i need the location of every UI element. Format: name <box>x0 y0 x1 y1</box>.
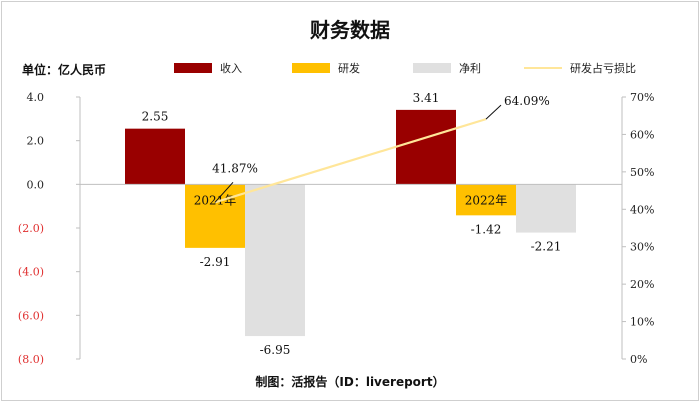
y-tick-label: 0.0 <box>27 178 45 191</box>
legend-item-rnd-ratio: 研发占亏损比 <box>524 61 636 75</box>
bar-1-1 <box>456 184 516 216</box>
data-label: -1.42 <box>471 222 502 236</box>
y2-tick-label: 70% <box>630 91 654 104</box>
legend-item-revenue: 收入 <box>174 61 242 75</box>
y2-tick-label: 40% <box>630 203 654 216</box>
y-tick-label: (6.0) <box>18 309 44 322</box>
y2-tick-label: 0% <box>630 353 647 366</box>
y2-tick-label: 10% <box>630 316 654 329</box>
y-tick-label: (2.0) <box>18 222 44 235</box>
legend-label-rnd-ratio: 研发占亏损比 <box>570 62 636 75</box>
y2-tick-label: 20% <box>630 278 654 291</box>
legend-swatch-rnd <box>292 63 330 73</box>
bar-2-0 <box>245 184 305 337</box>
bar-2-1 <box>516 184 576 233</box>
legend-item-net-profit: 净利 <box>413 61 481 75</box>
source-note: 制图：活报告（ID：livereport） <box>255 375 445 389</box>
legend-item-rnd: 研发 <box>292 61 360 75</box>
data-label: 2.55 <box>142 110 169 124</box>
legend-label-revenue: 收入 <box>220 62 242 75</box>
legend-swatch-net-profit <box>413 63 451 73</box>
y2-tick-label: 50% <box>630 166 654 179</box>
ratio-leader <box>214 181 234 203</box>
data-label: -2.21 <box>531 240 562 254</box>
y2-tick-label: 60% <box>630 128 654 141</box>
ratio-line <box>214 118 487 204</box>
x-tick-label: 2022年 <box>465 193 508 207</box>
legend-swatch-revenue <box>174 63 212 73</box>
chart-title: 财务数据 <box>310 18 390 42</box>
data-label: -6.95 <box>260 343 291 357</box>
y-tick-label: 2.0 <box>27 135 45 148</box>
y-tick-label: (4.0) <box>18 266 44 279</box>
bar-1-0 <box>185 184 245 248</box>
legend-label-net-profit: 净利 <box>459 62 481 75</box>
y2-tick-label: 30% <box>630 241 654 254</box>
bar-0-1 <box>396 109 456 185</box>
x-tick-label: 2021年 <box>194 193 237 207</box>
ratio-label: 64.09% <box>504 94 550 108</box>
legend-label-rnd: 研发 <box>338 62 360 75</box>
y-tick-label: 4.0 <box>27 91 45 104</box>
data-label: 3.41 <box>413 91 440 105</box>
y-tick-label: (8.0) <box>18 353 44 366</box>
unit-label: 单位：亿人民币 <box>22 63 107 77</box>
ratio-leader <box>485 104 502 120</box>
data-label: -2.91 <box>200 255 231 269</box>
ratio-label: 41.87% <box>212 161 258 175</box>
legend-swatch-rnd-ratio <box>524 67 562 69</box>
bar-0-0 <box>125 128 185 185</box>
